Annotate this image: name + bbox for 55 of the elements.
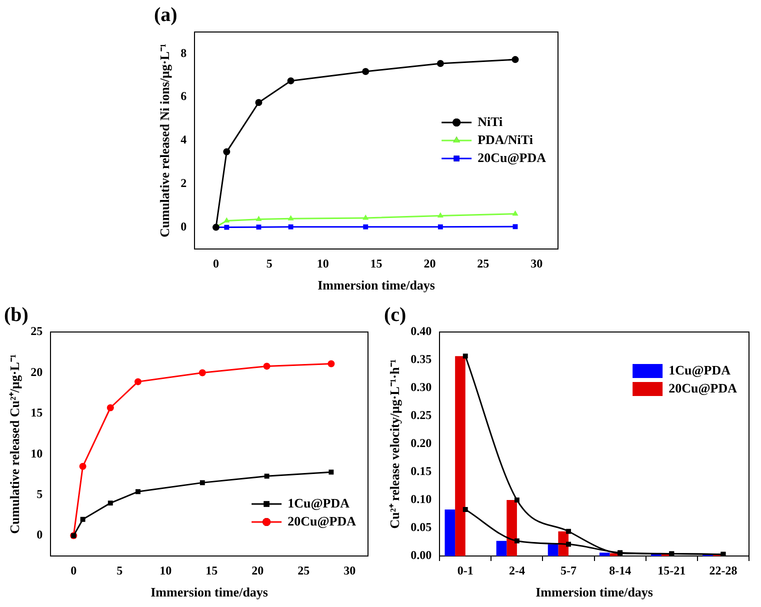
x-tick-label: 15 <box>206 563 218 578</box>
y-tick-label: 2 <box>180 176 187 190</box>
y-tick-label: 20 <box>30 364 43 379</box>
y-tick-label: 0.00 <box>410 548 432 562</box>
y-tick-label: 8 <box>180 46 187 60</box>
x-tick-label: 0-1 <box>457 563 474 578</box>
y-axis-title: Cumulative released Ni ions/μg·L⁻¹ <box>157 44 172 238</box>
x-tick-label: 22-28 <box>709 563 738 578</box>
y-axis-title: Cumulative released Cu²⁺/μg·L⁻¹ <box>7 354 22 534</box>
x-tick-label: 5 <box>116 563 123 578</box>
legend-label: NiTi <box>478 114 504 129</box>
legend-label: 20Cu@PDA <box>668 380 738 396</box>
y-tick-label: 0 <box>36 528 43 542</box>
y-tick-label: 4 <box>180 132 187 147</box>
y-tick-label: 0.40 <box>410 324 432 338</box>
y-tick-label: 0 <box>180 219 187 234</box>
y-tick-label: 0.35 <box>410 352 432 366</box>
x-tick-label: 10 <box>316 256 329 270</box>
x-tick-label: 30 <box>530 256 543 270</box>
legend-label: 20Cu@PDA <box>288 513 357 528</box>
y-tick-label: 0.20 <box>410 436 432 450</box>
x-tick-label: 5-7 <box>560 563 577 578</box>
y-tick-label: 0.30 <box>410 380 432 394</box>
x-tick-label: 2-4 <box>508 563 525 578</box>
y-tick-label: 5 <box>36 487 43 502</box>
chart-title: (b) <box>4 304 28 326</box>
legend-label: 1Cu@PDA <box>668 362 732 378</box>
x-tick-label: 20 <box>252 563 264 578</box>
x-tick-label: 5 <box>266 256 272 270</box>
legend-label: PDA/NiTi <box>478 132 534 147</box>
y-tick-label: 0.25 <box>410 408 432 422</box>
y-tick-label: 0.05 <box>410 520 432 534</box>
x-tick-label: 25 <box>298 563 310 578</box>
y-tick-label: 0.10 <box>410 492 432 506</box>
x-tick-label: 15-21 <box>658 563 686 578</box>
y-tick-label: 0.15 <box>410 464 432 478</box>
y-axis-title: Cu²⁺ release velocity/μg·L⁻¹·h⁻¹ <box>387 359 402 529</box>
x-tick-label: 8-14 <box>609 563 632 578</box>
x-axis-title: Immersion time/days <box>318 278 435 293</box>
y-tick-label: 10 <box>30 446 43 460</box>
legend-label: 1Cu@PDA <box>288 495 350 510</box>
y-tick-label: 15 <box>30 406 43 420</box>
chart-title: (c) <box>384 304 406 326</box>
x-tick-label: 15 <box>370 256 382 270</box>
y-tick-label: 25 <box>30 324 43 338</box>
legend-label: 20Cu@PDA <box>478 150 547 165</box>
chart-title: (a) <box>154 4 178 26</box>
x-tick-label: 30 <box>344 563 356 578</box>
x-tick-label: 25 <box>477 256 490 270</box>
x-tick-label: 0 <box>212 256 219 270</box>
x-tick-label: 10 <box>160 563 172 578</box>
y-tick-label: 6 <box>180 89 187 104</box>
x-axis-title: Immersion time/days <box>536 584 653 600</box>
x-tick-label: 0 <box>70 563 77 578</box>
x-axis-title: Immersion time/days <box>150 584 268 600</box>
